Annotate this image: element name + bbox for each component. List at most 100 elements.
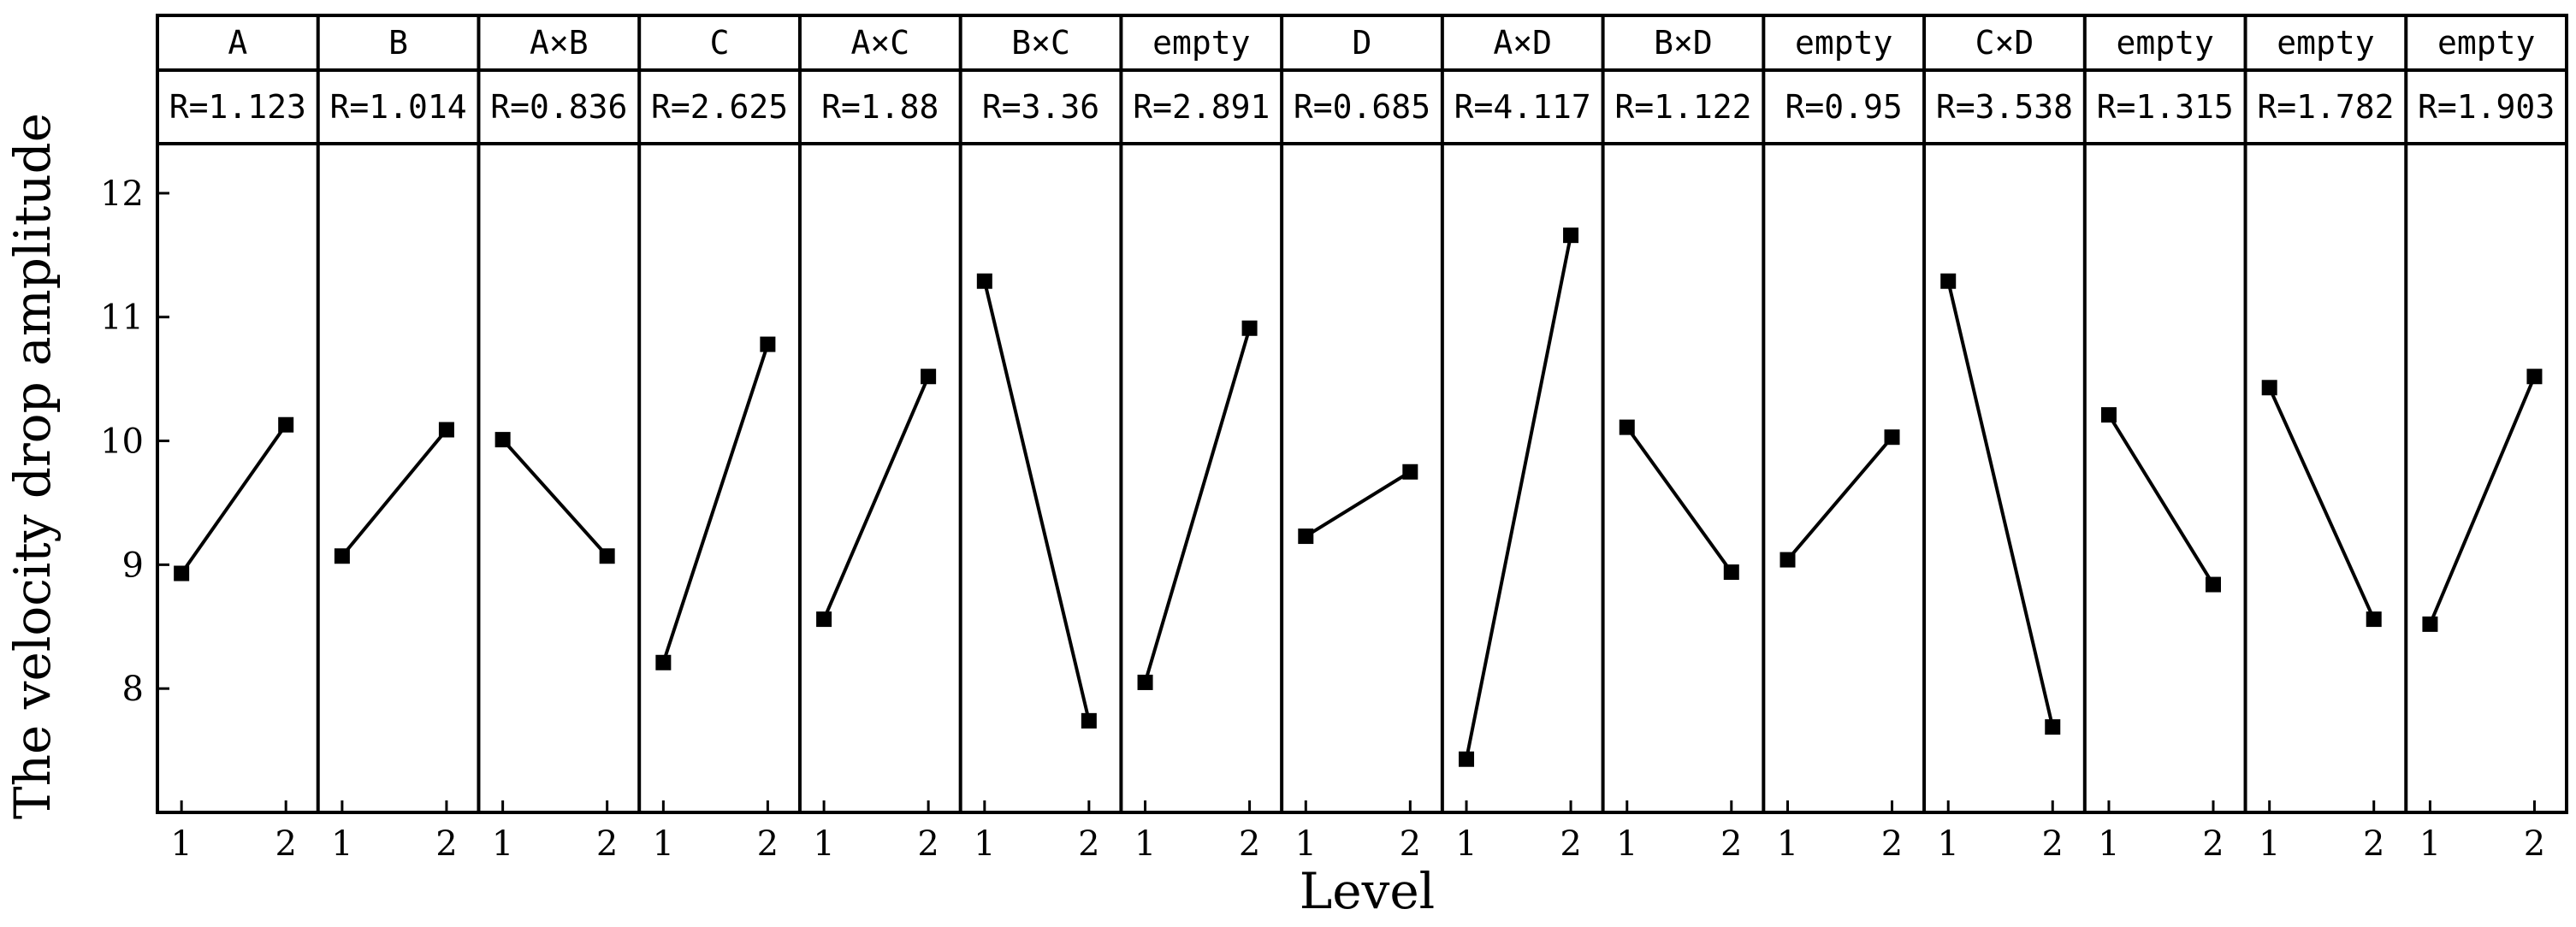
factor-label: empty (1152, 24, 1250, 62)
panel-1: A R=1.123 1 2 (169, 24, 306, 864)
x-tick-label: 2 (2524, 824, 2545, 864)
range-label: R=1.782 (2257, 88, 2394, 126)
y-axis-title: The velocity drop amplitude (3, 113, 62, 819)
x-tick-label: 2 (1239, 824, 1260, 864)
panel-14: empty R=1.782 1 2 (2243, 15, 2394, 864)
x-tick-label: 1 (1295, 824, 1317, 864)
x-tick-label: 1 (1616, 824, 1637, 864)
factor-label: B (388, 24, 408, 62)
range-label: R=1.903 (2418, 88, 2555, 126)
range-label: R=3.36 (982, 88, 1099, 126)
panel-8: D R=0.685 1 2 (1280, 15, 1430, 864)
x-tick-label: 1 (1777, 824, 1798, 864)
range-label: R=1.014 (330, 88, 467, 126)
panel-4: C R=2.625 1 2 (637, 15, 788, 864)
data-point (599, 548, 615, 564)
x-tick-label: 1 (2259, 824, 2280, 864)
series-line (2267, 387, 2376, 620)
data-point (278, 416, 294, 433)
data-point (760, 336, 776, 352)
data-point (1563, 227, 1579, 244)
data-point (655, 654, 672, 670)
series-line (341, 428, 448, 558)
data-point (1723, 564, 1739, 581)
factor-label: D (1353, 24, 1372, 62)
factor-label: empty (2116, 24, 2213, 62)
panel-9: A×D R=4.117 1 2 (1440, 15, 1591, 864)
x-tick-label: 2 (2202, 824, 2224, 864)
data-point (1298, 528, 1314, 545)
x-tick-label: 1 (331, 824, 352, 864)
data-point (1780, 552, 1796, 568)
x-tick-label: 1 (170, 824, 192, 864)
series-line (1465, 234, 1573, 760)
range-label: R=1.123 (169, 88, 306, 126)
y-axis: 8 9 10 11 12 (100, 174, 169, 709)
y-tick-label: 10 (100, 422, 144, 462)
panel-5: A×C R=1.88 1 2 (797, 15, 939, 864)
panel-13: empty R=1.315 1 2 (2082, 15, 2234, 864)
series-line (2428, 375, 2537, 625)
data-point (494, 432, 511, 448)
x-tick-label: 2 (757, 824, 779, 864)
x-axis-title: Level (1300, 862, 1435, 920)
factor-label: C×D (1975, 24, 2034, 62)
data-point (2205, 576, 2221, 593)
panel-6: B×C R=3.36 1 2 (958, 15, 1100, 864)
x-tick-label: 2 (1720, 824, 1742, 864)
factor-label: empty (1795, 24, 1892, 62)
range-label: R=2.891 (1133, 88, 1270, 126)
data-point (174, 565, 190, 582)
data-point (1241, 320, 1258, 336)
factor-label: A (228, 24, 247, 62)
data-point (1884, 429, 1900, 446)
range-label: R=4.117 (1454, 88, 1591, 126)
data-point (1459, 751, 1475, 767)
data-point (2100, 407, 2117, 423)
series-line (2107, 414, 2215, 586)
data-point (2045, 719, 2061, 735)
y-tick-label: 9 (122, 546, 144, 585)
factor-label: empty (2277, 24, 2374, 62)
x-tick-label: 2 (596, 824, 618, 864)
x-tick-label: 2 (1560, 824, 1581, 864)
panel-12: C×D R=3.538 1 2 (1922, 15, 2073, 864)
series-line (1143, 328, 1252, 683)
x-tick-label: 2 (2363, 824, 2384, 864)
x-tick-label: 2 (1400, 824, 1421, 864)
y-tick-label: 12 (100, 174, 144, 214)
data-point (1402, 464, 1418, 480)
series-line (1785, 435, 1894, 561)
x-tick-label: 1 (1938, 824, 1959, 864)
panel-15: empty R=1.903 1 2 (2404, 15, 2555, 864)
x-tick-label: 1 (2098, 824, 2119, 864)
panel-3: A×B R=0.836 1 2 (477, 15, 627, 864)
data-point (2422, 616, 2438, 632)
data-point (438, 422, 454, 438)
factor-label: A×D (1493, 24, 1552, 62)
range-label: R=1.315 (2097, 88, 2234, 126)
series-line (501, 438, 609, 558)
data-point (2526, 369, 2543, 385)
x-tick-label: 1 (974, 824, 995, 864)
panel-7: empty R=2.891 1 2 (1119, 15, 1270, 864)
x-tick-label: 1 (653, 824, 674, 864)
series-line (822, 375, 930, 620)
range-label: R=0.836 (490, 88, 627, 126)
data-point (1619, 419, 1635, 435)
panel-2: B R=1.014 1 2 (316, 15, 467, 864)
data-point (2261, 380, 2277, 396)
x-tick-label: 2 (2042, 824, 2064, 864)
y-tick-label: 11 (100, 298, 144, 338)
series-line (1946, 280, 2055, 728)
factor-label: B×D (1654, 24, 1713, 62)
factor-label: C (710, 24, 730, 62)
range-label: R=1.88 (821, 88, 939, 126)
data-point (816, 611, 832, 628)
series-line (1305, 470, 1412, 538)
y-tick-label: 8 (122, 670, 144, 709)
range-label: R=0.685 (1294, 88, 1430, 126)
panel-11: empty R=0.95 1 2 (1762, 15, 1903, 864)
series-line (1626, 426, 1733, 574)
